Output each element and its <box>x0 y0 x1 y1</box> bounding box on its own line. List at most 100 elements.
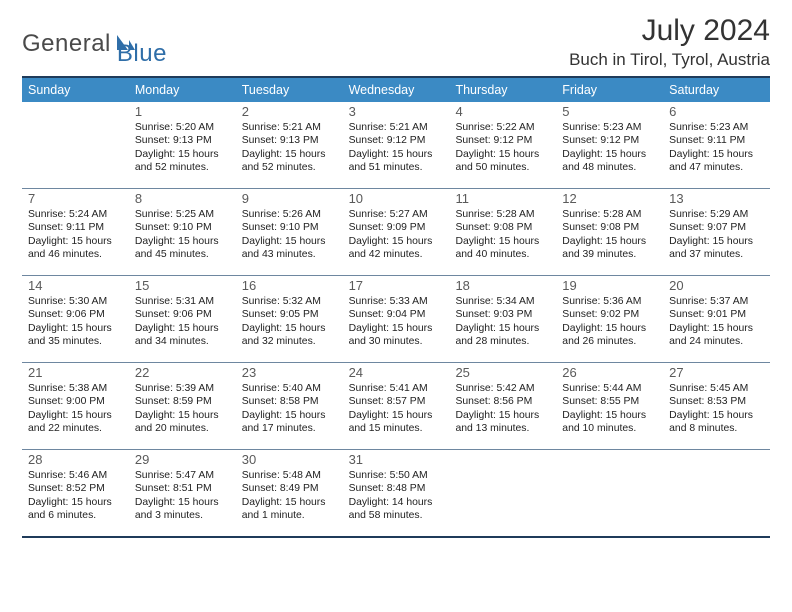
sunset-line: Sunset: 9:07 PM <box>667 221 766 234</box>
daylight-line: Daylight: 15 hours and 50 minutes. <box>453 148 552 175</box>
sunrise-line: Sunrise: 5:23 AM <box>560 121 659 134</box>
sunset-line: Sunset: 9:04 PM <box>347 308 446 321</box>
day-cell: 17Sunrise: 5:33 AMSunset: 9:04 PMDayligh… <box>343 276 450 362</box>
day-cell: 12Sunrise: 5:28 AMSunset: 9:08 PMDayligh… <box>556 189 663 275</box>
day-cell: 13Sunrise: 5:29 AMSunset: 9:07 PMDayligh… <box>663 189 770 275</box>
sunset-line: Sunset: 9:12 PM <box>453 134 552 147</box>
calendar-grid: SundayMondayTuesdayWednesdayThursdayFrid… <box>22 76 770 538</box>
sunset-line: Sunset: 9:01 PM <box>667 308 766 321</box>
title-block: July 2024 Buch in Tirol, Tyrol, Austria <box>569 14 770 70</box>
sunrise-line: Sunrise: 5:34 AM <box>453 295 552 308</box>
day-cell: 5 Sunrise: 5:23 AMSunset: 9:12 PMDaylight… <box>556 102 663 188</box>
daylight-line: Daylight: 15 hours and 28 minutes. <box>453 322 552 349</box>
day-cell: 10Sunrise: 5:27 AMSunset: 9:09 PMDayligh… <box>343 189 450 275</box>
sunset-line: Sunset: 9:10 PM <box>133 221 232 234</box>
daylight-line: Daylight: 15 hours and 47 minutes. <box>667 148 766 175</box>
sunrise-line: Sunrise: 5:47 AM <box>133 469 232 482</box>
sunrise-line: Sunrise: 5:41 AM <box>347 382 446 395</box>
daylight-line: Daylight: 15 hours and 39 minutes. <box>560 235 659 262</box>
sunset-line: Sunset: 9:11 PM <box>26 221 125 234</box>
week-row: 1Sunrise: 5:20 AMSunset: 9:13 PMDaylight… <box>22 102 770 188</box>
calendar-page: General Blue July 2024 Buch in Tirol, Ty… <box>0 0 792 612</box>
sunset-line: Sunset: 8:53 PM <box>667 395 766 408</box>
day-number: 29 <box>133 452 232 467</box>
daylight-line: Daylight: 15 hours and 20 minutes. <box>133 409 232 436</box>
day-number: 1 <box>133 104 232 119</box>
day-cell: 19Sunrise: 5:36 AMSunset: 9:02 PMDayligh… <box>556 276 663 362</box>
sunset-line: Sunset: 9:00 PM <box>26 395 125 408</box>
day-number: 14 <box>26 278 125 293</box>
day-cell: 28Sunrise: 5:46 AMSunset: 8:52 PMDayligh… <box>22 450 129 536</box>
sunset-line: Sunset: 9:03 PM <box>453 308 552 321</box>
sunrise-line: Sunrise: 5:22 AM <box>453 121 552 134</box>
day-header: Friday <box>556 78 663 102</box>
sunrise-line: Sunrise: 5:24 AM <box>26 208 125 221</box>
sunset-line: Sunset: 9:09 PM <box>347 221 446 234</box>
sunrise-line: Sunrise: 5:20 AM <box>133 121 232 134</box>
day-cell <box>556 450 663 536</box>
logo: General Blue <box>22 14 167 68</box>
daylight-line: Daylight: 15 hours and 32 minutes. <box>240 322 339 349</box>
sunset-line: Sunset: 8:57 PM <box>347 395 446 408</box>
sunset-line: Sunset: 9:12 PM <box>560 134 659 147</box>
day-number: 20 <box>667 278 766 293</box>
sunset-line: Sunset: 9:02 PM <box>560 308 659 321</box>
daylight-line: Daylight: 15 hours and 40 minutes. <box>453 235 552 262</box>
day-number: 4 <box>453 104 552 119</box>
sunset-line: Sunset: 8:52 PM <box>26 482 125 495</box>
logo-word-2: Blue <box>117 20 167 68</box>
day-number: 24 <box>347 365 446 380</box>
day-number: 2 <box>240 104 339 119</box>
day-number: 5 <box>560 104 659 119</box>
day-number: 22 <box>133 365 232 380</box>
day-cell: 15Sunrise: 5:31 AMSunset: 9:06 PMDayligh… <box>129 276 236 362</box>
sunrise-line: Sunrise: 5:46 AM <box>26 469 125 482</box>
day-header: Thursday <box>449 78 556 102</box>
daylight-line: Daylight: 15 hours and 46 minutes. <box>26 235 125 262</box>
day-number: 25 <box>453 365 552 380</box>
sunrise-line: Sunrise: 5:42 AM <box>453 382 552 395</box>
sunrise-line: Sunrise: 5:48 AM <box>240 469 339 482</box>
day-number: 23 <box>240 365 339 380</box>
day-cell: 9Sunrise: 5:26 AMSunset: 9:10 PMDaylight… <box>236 189 343 275</box>
daylight-line: Daylight: 15 hours and 34 minutes. <box>133 322 232 349</box>
day-number: 3 <box>347 104 446 119</box>
day-header: Wednesday <box>343 78 450 102</box>
daylight-line: Daylight: 15 hours and 48 minutes. <box>560 148 659 175</box>
sunrise-line: Sunrise: 5:27 AM <box>347 208 446 221</box>
day-number: 31 <box>347 452 446 467</box>
sunrise-line: Sunrise: 5:29 AM <box>667 208 766 221</box>
sunset-line: Sunset: 9:08 PM <box>560 221 659 234</box>
day-number: 21 <box>26 365 125 380</box>
location: Buch in Tirol, Tyrol, Austria <box>569 50 770 70</box>
sunrise-line: Sunrise: 5:45 AM <box>667 382 766 395</box>
sunset-line: Sunset: 9:08 PM <box>453 221 552 234</box>
sunrise-line: Sunrise: 5:25 AM <box>133 208 232 221</box>
sunset-line: Sunset: 9:06 PM <box>26 308 125 321</box>
sunrise-line: Sunrise: 5:32 AM <box>240 295 339 308</box>
sunrise-line: Sunrise: 5:37 AM <box>667 295 766 308</box>
day-number: 28 <box>26 452 125 467</box>
sunset-line: Sunset: 9:05 PM <box>240 308 339 321</box>
sunset-line: Sunset: 8:58 PM <box>240 395 339 408</box>
week-row: 7Sunrise: 5:24 AMSunset: 9:11 PMDaylight… <box>22 188 770 275</box>
sunset-line: Sunset: 9:06 PM <box>133 308 232 321</box>
day-cell: 23Sunrise: 5:40 AMSunset: 8:58 PMDayligh… <box>236 363 343 449</box>
daylight-line: Daylight: 15 hours and 42 minutes. <box>347 235 446 262</box>
day-cell: 11Sunrise: 5:28 AMSunset: 9:08 PMDayligh… <box>449 189 556 275</box>
sunrise-line: Sunrise: 5:21 AM <box>240 121 339 134</box>
week-row: 14Sunrise: 5:30 AMSunset: 9:06 PMDayligh… <box>22 275 770 362</box>
sunrise-line: Sunrise: 5:28 AM <box>560 208 659 221</box>
day-cell: 16Sunrise: 5:32 AMSunset: 9:05 PMDayligh… <box>236 276 343 362</box>
day-header: Saturday <box>663 78 770 102</box>
day-number: 17 <box>347 278 446 293</box>
day-number: 15 <box>133 278 232 293</box>
daylight-line: Daylight: 15 hours and 43 minutes. <box>240 235 339 262</box>
sunrise-line: Sunrise: 5:40 AM <box>240 382 339 395</box>
daylight-line: Daylight: 15 hours and 24 minutes. <box>667 322 766 349</box>
day-number: 19 <box>560 278 659 293</box>
sunset-line: Sunset: 8:55 PM <box>560 395 659 408</box>
daylight-line: Daylight: 15 hours and 1 minute. <box>240 496 339 523</box>
sunset-line: Sunset: 9:10 PM <box>240 221 339 234</box>
day-header: Tuesday <box>236 78 343 102</box>
